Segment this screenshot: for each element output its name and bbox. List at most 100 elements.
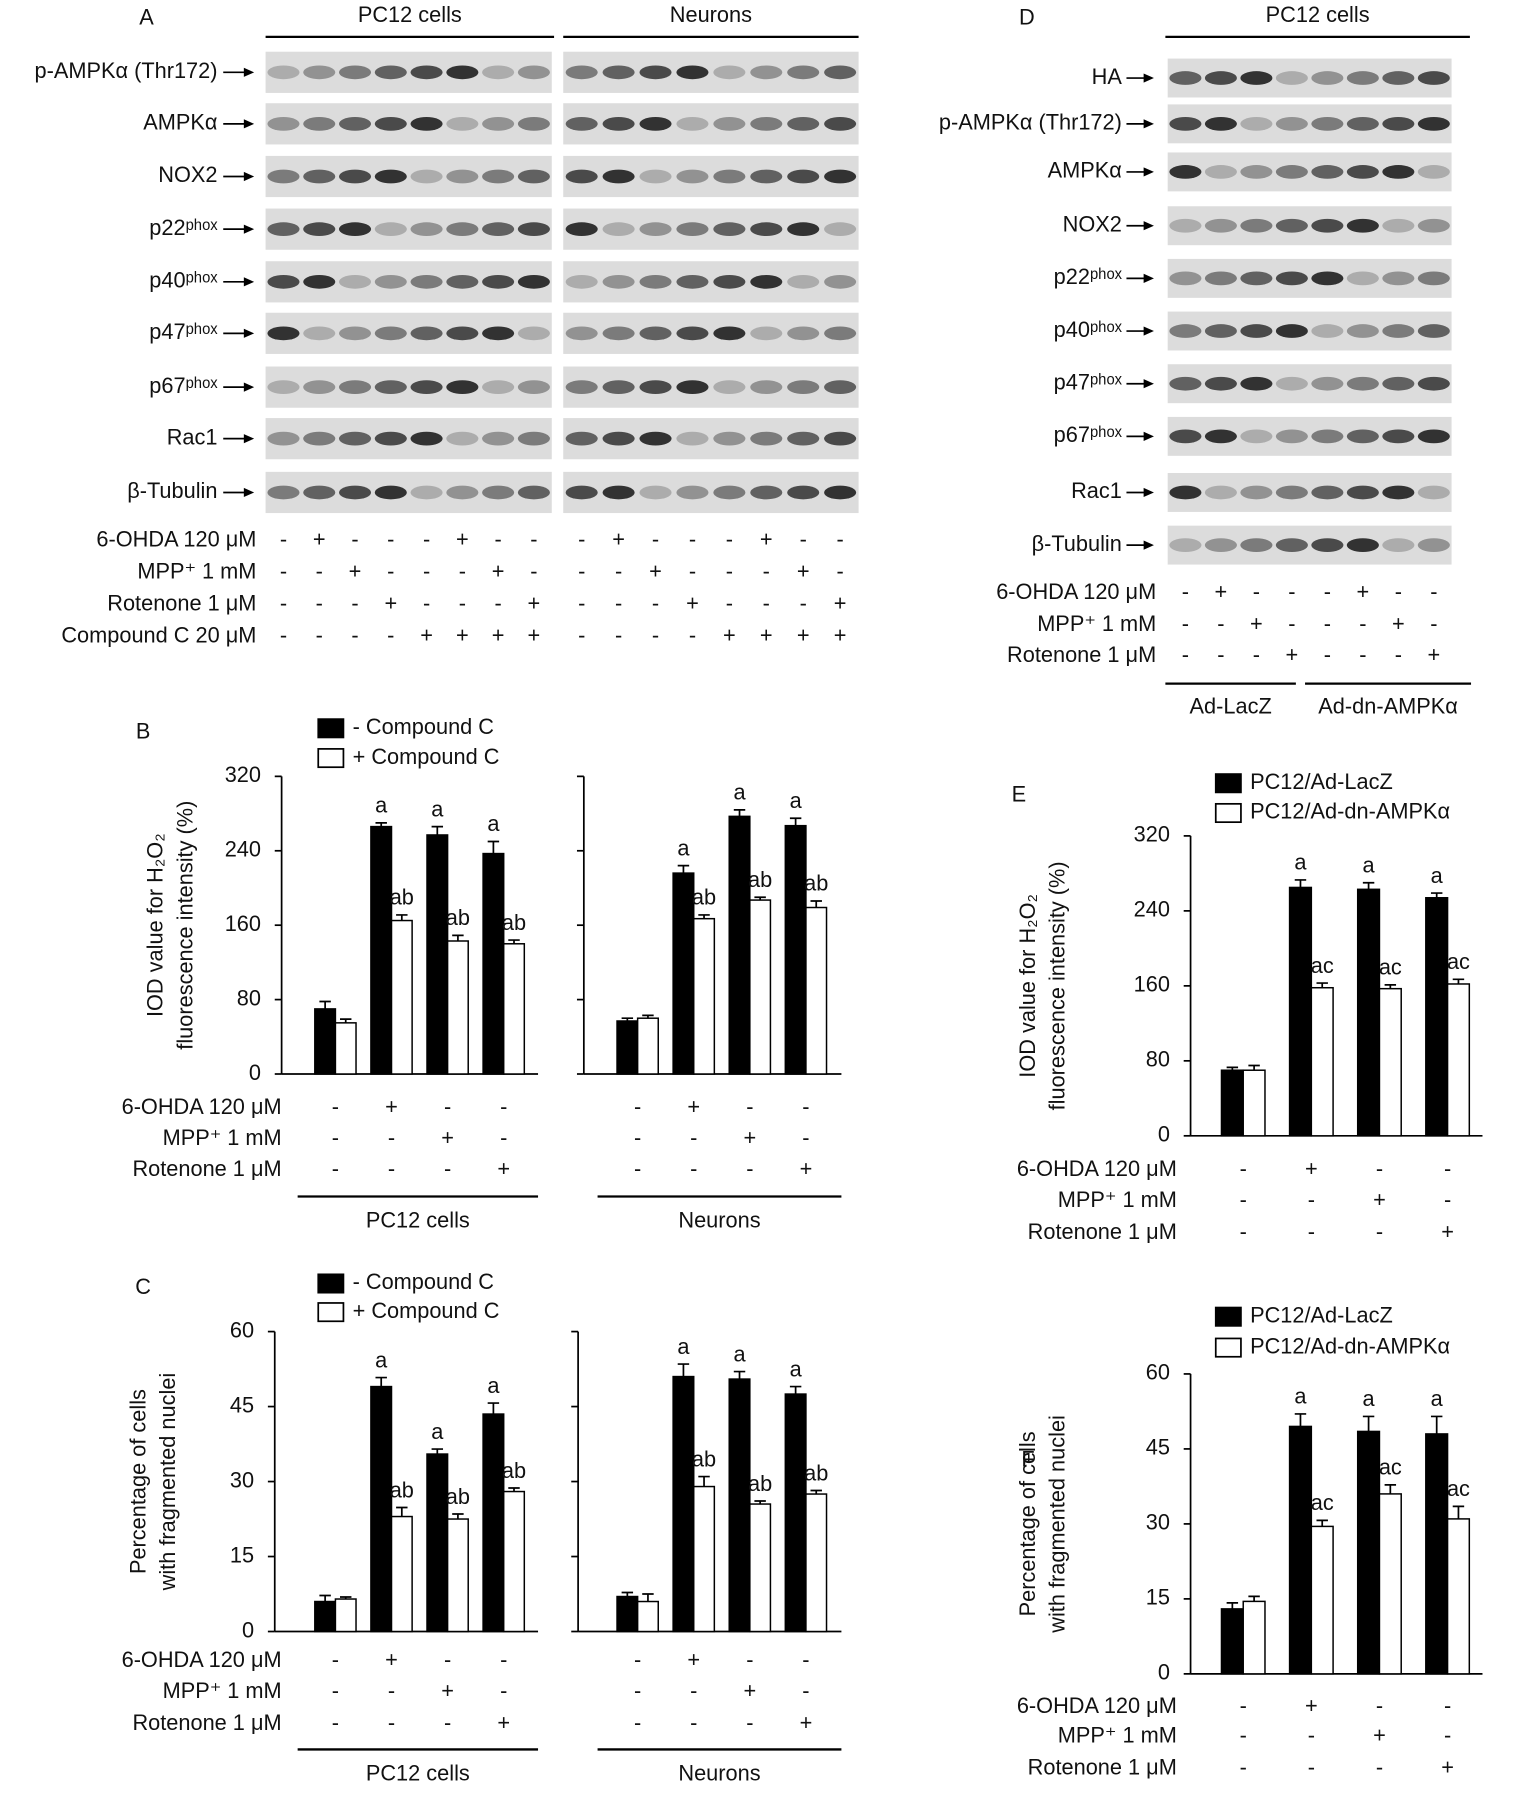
treatment-sign: - — [836, 526, 843, 551]
blot-band — [338, 65, 372, 80]
treatment-label: Rotenone 1 μM — [1028, 1219, 1177, 1244]
legend-swatch — [1214, 802, 1242, 824]
bar-annotation: a — [431, 796, 444, 821]
blot-band — [1346, 271, 1379, 286]
treatment-sign: - — [690, 1125, 697, 1150]
blot-band — [602, 274, 635, 289]
blot-band — [787, 380, 820, 395]
treatment-sign: + — [1441, 1219, 1454, 1244]
treatment-sign: - — [690, 1156, 697, 1181]
error-bar — [789, 1385, 802, 1395]
y-tick-label: 0 — [242, 1617, 254, 1642]
blot-band — [338, 222, 372, 237]
treatment-sign: + — [760, 622, 773, 647]
treatment-sign: + — [385, 1094, 398, 1119]
treatment-sign: - — [332, 1678, 339, 1703]
bar-annotation: ab — [692, 1446, 716, 1471]
legend-swatch — [1214, 1337, 1242, 1358]
error-bar — [1316, 1519, 1328, 1527]
protein-label: β-Tubulin — [127, 478, 217, 503]
blot-band — [565, 116, 598, 131]
blot-band — [267, 326, 300, 341]
blot-band — [303, 169, 336, 184]
bar-annotation: a — [790, 1356, 803, 1381]
bar — [1446, 1518, 1471, 1675]
blot-band — [1169, 218, 1202, 233]
treatment-sign: - — [1324, 642, 1331, 667]
error-bar — [1226, 1602, 1239, 1609]
bar — [446, 1518, 469, 1633]
blot-band — [750, 65, 783, 80]
blot-band — [824, 222, 857, 237]
treatment-sign: + — [612, 526, 625, 551]
treatment-sign: - — [578, 590, 585, 615]
bar-annotation: ab — [446, 905, 470, 930]
treatment-sign: - — [1240, 1187, 1247, 1212]
y-tick-label: 0 — [1158, 1660, 1170, 1685]
error-bar — [1384, 1484, 1397, 1494]
treatment-sign: + — [834, 590, 847, 615]
treatment-sign: - — [388, 1156, 395, 1181]
treatment-sign: + — [687, 1094, 700, 1119]
group-label: Neurons — [678, 1760, 760, 1785]
treatment-sign: - — [1308, 1219, 1315, 1244]
treatment-sign: - — [494, 590, 501, 615]
blot-band — [1240, 71, 1273, 85]
treatment-sign: - — [530, 558, 537, 583]
protein-label: HA — [1092, 64, 1123, 89]
blot-band — [1275, 538, 1308, 552]
treatment-sign: - — [280, 526, 287, 551]
blot-band — [338, 431, 372, 446]
bar — [1425, 1433, 1449, 1675]
error-bar — [677, 864, 690, 874]
blot-band — [446, 169, 479, 184]
blot-band — [1417, 429, 1450, 444]
blot-band — [1311, 71, 1344, 85]
blot-band — [639, 274, 672, 289]
treatment-sign: - — [726, 526, 733, 551]
blot-band — [517, 222, 550, 237]
treatment-sign: - — [1324, 579, 1331, 604]
legend-label: - Compound C — [353, 714, 494, 739]
legend-label: + Compound C — [353, 744, 500, 769]
bar — [784, 1393, 807, 1633]
blot-band — [676, 380, 709, 395]
blot-band — [824, 380, 857, 395]
bar-annotation: a — [790, 788, 803, 813]
y-tick-label: 60 — [230, 1317, 254, 1342]
blot-band — [602, 116, 635, 131]
legend-label: PC12/Ad-LacZ — [1250, 769, 1393, 794]
blot-band — [602, 380, 635, 395]
blot-band — [565, 485, 598, 500]
treatment-sign: - — [388, 1125, 395, 1150]
treatment-sign: - — [836, 558, 843, 583]
treatment-sign: - — [444, 1156, 451, 1181]
treatment-sign: - — [387, 622, 394, 647]
blot-band — [676, 116, 709, 131]
blot-strip — [265, 51, 552, 93]
treatment-sign: + — [441, 1125, 454, 1150]
treatment-sign: - — [615, 558, 622, 583]
blot-band — [446, 380, 479, 395]
bar — [1356, 1430, 1381, 1675]
blot-band — [1346, 485, 1379, 500]
treatment-sign: - — [1444, 1156, 1451, 1181]
treatment-sign: - — [578, 526, 585, 551]
treatment-sign: - — [1430, 611, 1437, 636]
treatment-sign: - — [316, 590, 323, 615]
treatment-sign: - — [1240, 1219, 1247, 1244]
blot-band — [713, 65, 746, 80]
treatment-sign: - — [332, 1156, 339, 1181]
treatment-sign: + — [456, 526, 469, 551]
treatment-sign: - — [280, 590, 287, 615]
treatment-sign: + — [384, 590, 397, 615]
treatment-sign: - — [690, 1678, 697, 1703]
treatment-label: Rotenone 1 μM — [132, 1156, 281, 1181]
blot-band — [639, 326, 672, 341]
blot-band — [446, 431, 479, 446]
y-tick-label: 240 — [1134, 897, 1170, 922]
treatment-sign: - — [1288, 611, 1295, 636]
treatment-sign: - — [459, 558, 466, 583]
bar-annotation: a — [375, 793, 388, 818]
blot-band — [267, 274, 300, 289]
